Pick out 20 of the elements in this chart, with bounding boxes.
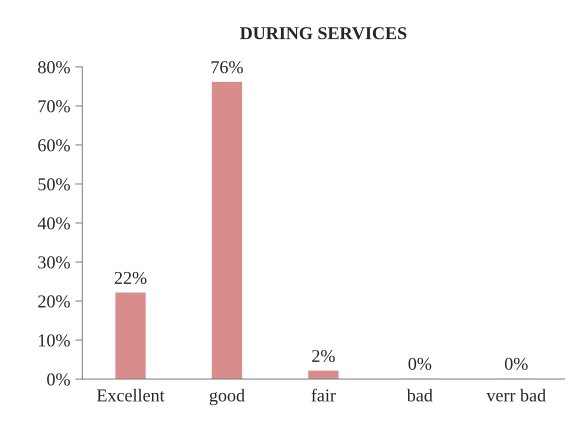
x-tick-label: good — [210, 388, 245, 406]
data-label: 0% — [504, 358, 528, 370]
y-tick-label: 20% — [38, 295, 70, 308]
y-tick-label: 50% — [38, 178, 70, 190]
y-tick-label: 10% — [39, 334, 70, 347]
y-tick-label: 40% — [38, 217, 70, 230]
x-tick-label: verr bad — [486, 388, 546, 402]
data-label: 76% — [212, 61, 243, 74]
chart-title: DURING SERVICES — [240, 27, 406, 40]
y-tick-label: 70% — [38, 100, 70, 112]
x-tick-label: fair — [311, 388, 336, 402]
y-tick-label: 0% — [47, 373, 70, 386]
y-tick-label: 80% — [38, 61, 70, 74]
x-tick-label: bad — [406, 388, 433, 402]
y-tick-label: 60% — [38, 139, 70, 152]
x-tick-label: Excellent — [96, 388, 165, 402]
y-tick-label: 30% — [38, 256, 70, 269]
data-label: 0% — [408, 358, 432, 370]
data-label: 2% — [312, 350, 335, 362]
data-label: 22% — [114, 272, 146, 284]
